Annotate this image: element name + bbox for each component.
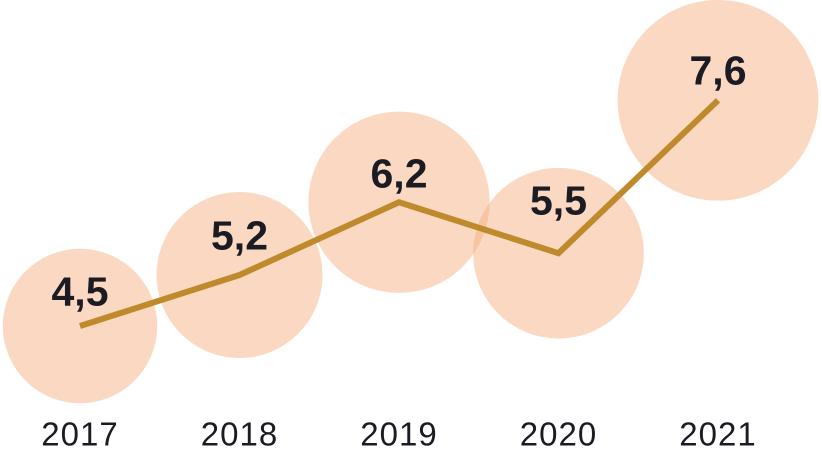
x-axis-label: 2019 (360, 416, 437, 451)
value-label: 6,2 (371, 151, 428, 197)
x-axis-label: 2018 (201, 416, 278, 451)
value-label: 7,6 (690, 48, 747, 94)
value-label: 5,2 (211, 212, 268, 258)
value-label: 5,5 (530, 178, 587, 224)
x-axis-label: 2021 (679, 416, 756, 451)
x-axis-label: 2017 (41, 416, 118, 451)
trend-line (79, 98, 721, 329)
x-axis-labels-layer: 2017 2018 2019 2020 2021 (41, 416, 756, 451)
x-axis-label: 2020 (520, 416, 597, 451)
value-labels-layer: 4,5 5,2 6,2 5,5 7,6 (52, 48, 747, 315)
value-label: 4,5 (52, 268, 109, 314)
